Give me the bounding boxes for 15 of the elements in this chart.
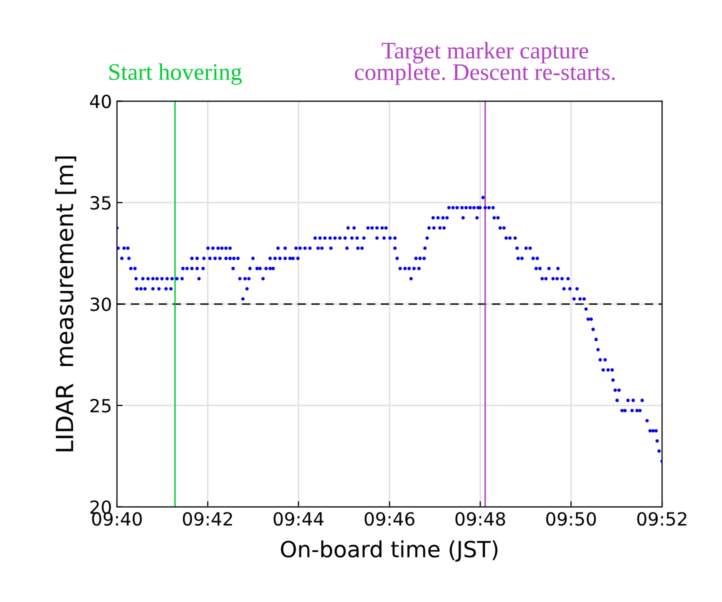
y-tick-label: 35 xyxy=(90,196,111,210)
y-tick-label: 40 xyxy=(90,94,111,108)
x-axis-title: On-board time (JST) xyxy=(280,540,498,562)
x-tick-label: 09:52 xyxy=(637,512,686,526)
x-tick-label: 09:50 xyxy=(546,512,596,526)
x-tick-label: 09:48 xyxy=(455,512,506,526)
x-tick-label: 09:42 xyxy=(182,512,232,526)
x-tick-label: 09:44 xyxy=(274,512,324,526)
y-tick-label: 30 xyxy=(90,297,111,312)
x-tick-label: 09:46 xyxy=(364,512,414,526)
y-axis-title: LIDAR measurement [m] xyxy=(55,156,76,452)
ref-line-label: Target marker capture complete. Descent re-starts. xyxy=(354,42,615,85)
x-tick-label: 09:40 xyxy=(92,512,142,526)
y-tick-label: 25 xyxy=(90,398,111,413)
ref-line-label: Start hovering xyxy=(109,63,242,85)
